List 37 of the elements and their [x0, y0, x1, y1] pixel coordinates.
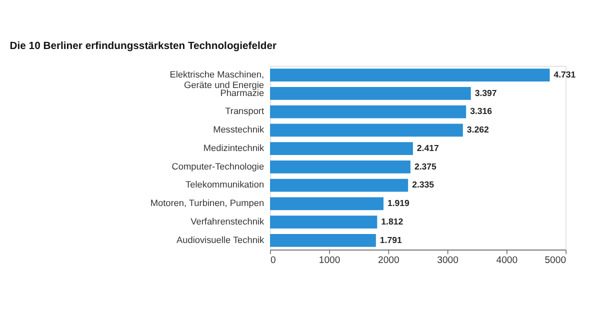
data-label: 4.731 — [554, 69, 576, 80]
bar — [270, 142, 413, 156]
x-tick-label: 0 — [270, 254, 276, 266]
y-tick-label: Medizintechnik — [203, 142, 264, 153]
x-tick-label: 5000 — [544, 254, 566, 266]
bar — [270, 216, 378, 229]
data-label: 1.919 — [387, 198, 410, 208]
x-tick-label: 1000 — [318, 254, 340, 266]
y-tick-label: Audiovisuelle Technik — [176, 234, 264, 245]
bar — [270, 124, 463, 137]
y-tick-label: Telekommunikation — [186, 180, 264, 190]
data-label: 2.375 — [414, 161, 437, 172]
data-label: 2.335 — [412, 180, 434, 190]
bar — [270, 68, 550, 82]
bar — [270, 160, 410, 174]
x-tick-label: 4000 — [496, 254, 518, 266]
y-tick-label: Messtechnik — [213, 124, 264, 135]
y-tick-label: Computer-Technologie — [172, 161, 264, 172]
data-label: 3.316 — [470, 106, 492, 116]
bar — [270, 178, 408, 192]
y-tick-label: Elektrische Maschinen, Geräte und Energie — [170, 69, 264, 90]
data-label: 1.812 — [381, 216, 404, 226]
bar — [270, 197, 384, 210]
data-label: 2.417 — [416, 142, 439, 153]
bar — [270, 105, 466, 118]
bar — [270, 87, 471, 100]
y-tick-label: Transport — [225, 106, 264, 116]
x-tick-label: 3000 — [437, 254, 458, 266]
data-label: 3.397 — [474, 88, 497, 98]
y-tick-label: Verfahrenstechnik — [190, 216, 264, 226]
data-label: 3.262 — [466, 124, 489, 135]
x-tick-label: 2000 — [378, 254, 400, 266]
bar — [270, 234, 376, 247]
y-tick-label: Pharmazie — [220, 88, 264, 98]
data-label: 1.791 — [380, 234, 402, 245]
text: Die 10 Berliner erfindungsstärksten Technologiefelder — [10, 41, 277, 52]
y-tick-label: Motoren, Turbinen, Pumpen — [150, 198, 264, 208]
